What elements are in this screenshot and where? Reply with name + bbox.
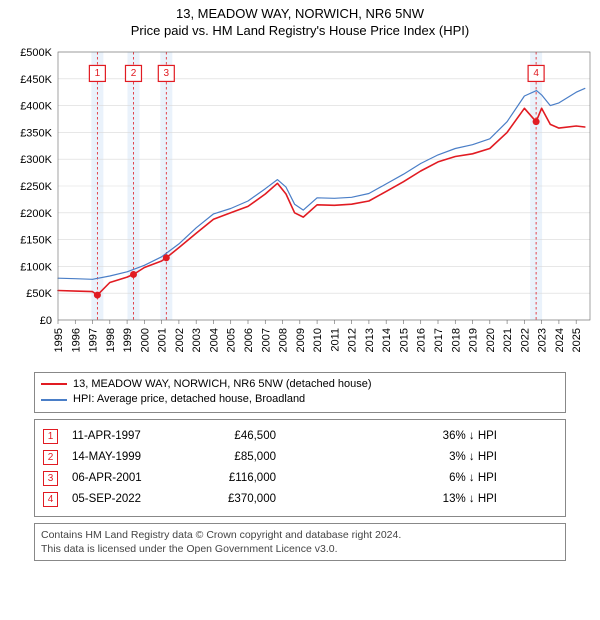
svg-text:2002: 2002 xyxy=(174,328,186,352)
sales-table: 111-APR-1997£46,50036% ↓ HPI214-MAY-1999… xyxy=(34,419,566,517)
svg-text:2022: 2022 xyxy=(519,328,531,352)
sales-row: 3 06-APR-2001 £116,000 6% ↓ HPI xyxy=(43,468,557,489)
svg-text:3: 3 xyxy=(164,68,170,79)
legend-label: HPI: Average price, detached house, Broa… xyxy=(73,392,305,407)
svg-text:1995: 1995 xyxy=(53,328,65,352)
svg-text:2: 2 xyxy=(131,68,137,79)
svg-text:1998: 1998 xyxy=(105,328,117,352)
chart-title: 13, MEADOW WAY, NORWICH, NR6 5NW xyxy=(0,0,600,23)
svg-text:2011: 2011 xyxy=(329,328,341,352)
svg-text:1996: 1996 xyxy=(70,328,82,352)
sale-marker: 1 xyxy=(43,429,58,444)
svg-text:2004: 2004 xyxy=(208,328,220,352)
footer-line: This data is licensed under the Open Gov… xyxy=(41,542,559,556)
svg-text:2003: 2003 xyxy=(191,328,203,352)
sale-marker: 2 xyxy=(43,450,58,465)
legend-item-hpi: HPI: Average price, detached house, Broa… xyxy=(41,392,559,407)
svg-text:£400K: £400K xyxy=(20,100,52,112)
svg-text:2023: 2023 xyxy=(537,328,549,352)
sales-row: 2 14-MAY-1999 £85,000 3% ↓ HPI xyxy=(43,447,557,468)
svg-text:2019: 2019 xyxy=(468,328,480,352)
svg-text:1997: 1997 xyxy=(88,328,100,352)
svg-text:2017: 2017 xyxy=(433,328,445,352)
svg-text:£500K: £500K xyxy=(20,47,52,59)
sale-date: 11-APR-1997 xyxy=(72,430,182,442)
svg-text:2001: 2001 xyxy=(157,328,169,352)
sale-delta: 36% ↓ HPI xyxy=(290,430,557,442)
svg-text:£300K: £300K xyxy=(20,154,52,166)
svg-text:2016: 2016 xyxy=(416,328,428,352)
svg-text:2012: 2012 xyxy=(347,328,359,352)
svg-text:£50K: £50K xyxy=(26,288,52,300)
sale-date: 14-MAY-1999 xyxy=(72,451,182,463)
chart-subtitle: Price paid vs. HM Land Registry's House … xyxy=(0,23,600,40)
sales-row: 1 11-APR-1997 £46,500 36% ↓ HPI xyxy=(43,426,557,447)
svg-text:2005: 2005 xyxy=(226,328,238,352)
svg-text:1999: 1999 xyxy=(122,328,134,352)
sale-price: £85,000 xyxy=(196,451,276,463)
svg-text:£250K: £250K xyxy=(20,181,52,193)
legend-label: 13, MEADOW WAY, NORWICH, NR6 5NW (detach… xyxy=(73,377,372,392)
sale-price: £46,500 xyxy=(196,430,276,442)
chart-container: £0 £50K £100K £150K £200K £250K £300K £350K £400… xyxy=(0,40,600,370)
svg-text:£350K: £350K xyxy=(20,127,52,139)
svg-text:2006: 2006 xyxy=(243,328,255,352)
sale-date: 06-APR-2001 xyxy=(72,472,182,484)
svg-text:2024: 2024 xyxy=(554,328,566,352)
sale-price: £116,000 xyxy=(196,472,276,484)
svg-text:2000: 2000 xyxy=(139,328,151,352)
svg-text:2009: 2009 xyxy=(295,328,307,352)
legend-item-price-paid: 13, MEADOW WAY, NORWICH, NR6 5NW (detach… xyxy=(41,377,559,392)
price-chart: £0 £50K £100K £150K £200K £250K £300K £350K £400… xyxy=(0,40,600,370)
svg-text:2020: 2020 xyxy=(485,328,497,352)
svg-text:2018: 2018 xyxy=(450,328,462,352)
svg-text:2025: 2025 xyxy=(571,328,583,352)
svg-text:2014: 2014 xyxy=(381,328,393,352)
svg-text:1: 1 xyxy=(95,68,101,79)
svg-text:£0: £0 xyxy=(40,315,52,327)
sale-date: 05-SEP-2022 xyxy=(72,493,182,505)
svg-text:2015: 2015 xyxy=(398,328,410,352)
sale-price: £370,000 xyxy=(196,493,276,505)
legend: 13, MEADOW WAY, NORWICH, NR6 5NW (detach… xyxy=(34,372,566,413)
footer-line: Contains HM Land Registry data © Crown c… xyxy=(41,528,559,542)
svg-text:£150K: £150K xyxy=(20,234,52,246)
sale-delta: 6% ↓ HPI xyxy=(290,472,557,484)
svg-text:4: 4 xyxy=(533,68,539,79)
svg-text:2013: 2013 xyxy=(364,328,376,352)
footer: Contains HM Land Registry data © Crown c… xyxy=(34,523,566,561)
legend-swatch-blue xyxy=(41,399,67,401)
sale-delta: 3% ↓ HPI xyxy=(290,451,557,463)
svg-text:2008: 2008 xyxy=(278,328,290,352)
svg-text:2021: 2021 xyxy=(502,328,514,352)
svg-text:£450K: £450K xyxy=(20,74,52,86)
sale-delta: 13% ↓ HPI xyxy=(290,493,557,505)
svg-text:£100K: £100K xyxy=(20,261,52,273)
sale-marker: 3 xyxy=(43,471,58,486)
sales-row: 4 05-SEP-2022 £370,000 13% ↓ HPI xyxy=(43,489,557,510)
legend-swatch-red xyxy=(41,383,67,385)
svg-text:£200K: £200K xyxy=(20,208,52,220)
sale-marker: 4 xyxy=(43,492,58,507)
svg-text:2007: 2007 xyxy=(260,328,272,352)
svg-text:2010: 2010 xyxy=(312,328,324,352)
